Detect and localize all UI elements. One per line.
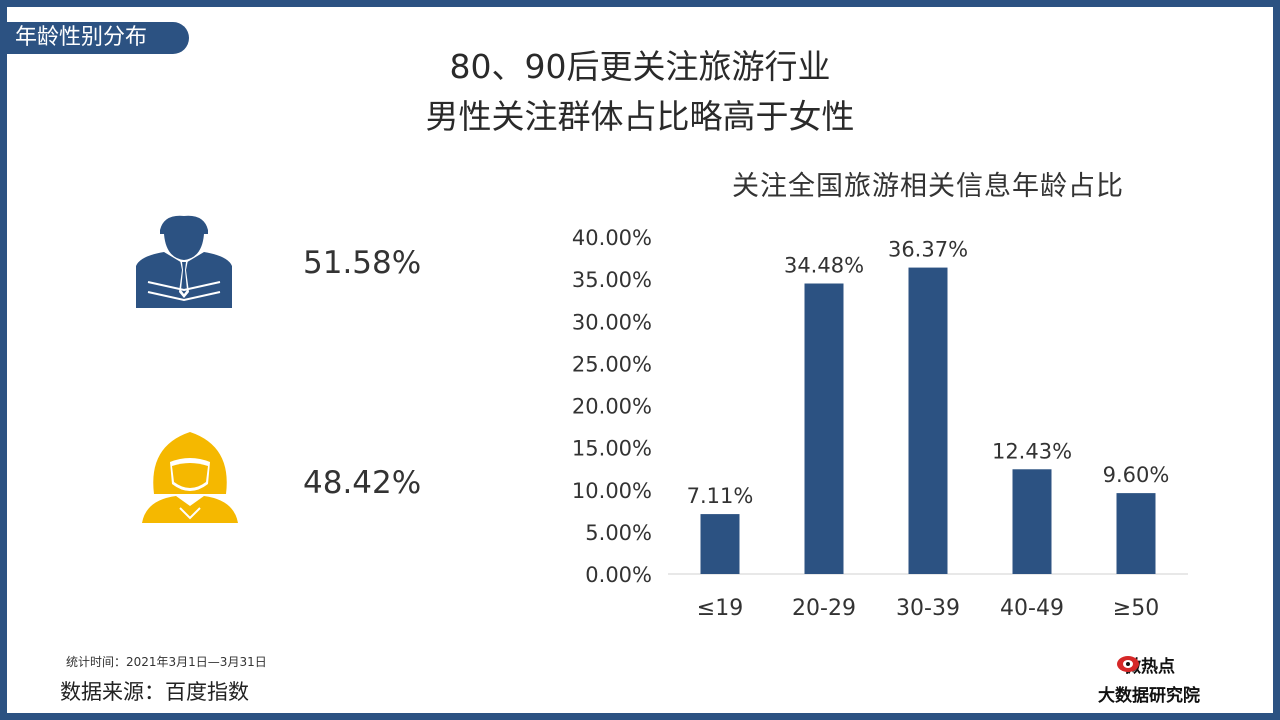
- y-tick-label: 30.00%: [572, 310, 652, 334]
- brand-subtitle: 大数据研究院: [1098, 686, 1200, 706]
- y-tick-label: 40.00%: [572, 226, 652, 250]
- age-distribution-bar-chart: 0.00% 5.00% 10.00% 15.00% 20.00% 25.00% 30.00%…: [572, 226, 1188, 621]
- bar-30-39: [908, 267, 948, 574]
- male-percentage: 51.58%: [303, 245, 422, 281]
- x-tick-label: 40-49: [1000, 596, 1064, 621]
- y-tick-label: 25.00%: [572, 352, 652, 376]
- y-tick-label: 10.00%: [572, 479, 652, 503]
- bar-40-49: [1012, 469, 1052, 574]
- bar-20-29: [804, 283, 844, 574]
- headline-line-2: 男性关注群体占比略高于女性: [425, 97, 855, 136]
- male-person-icon: [136, 215, 232, 308]
- data-label: 12.43%: [992, 439, 1072, 463]
- female-percentage: 48.42%: [303, 465, 422, 501]
- bar-≥50: [1116, 493, 1156, 574]
- data-label: 9.60%: [1103, 463, 1170, 487]
- headline-line-1: 80、90后更关注旅游行业: [449, 47, 831, 86]
- statistics-period: 统计时间：2021年3月1日—3月31日: [66, 655, 267, 669]
- y-tick-label: 20.00%: [572, 395, 652, 419]
- data-label: 34.48%: [784, 254, 864, 278]
- bar-≤19: [700, 514, 740, 574]
- y-tick-label: 5.00%: [585, 521, 652, 545]
- section-tab: 年龄性别分布: [7, 22, 189, 54]
- chart-title: 关注全国旅游相关信息年龄占比: [732, 171, 1124, 202]
- x-tick-label: 30-39: [896, 596, 960, 621]
- data-source: 数据来源：百度指数: [60, 680, 249, 704]
- y-tick-label: 0.00%: [585, 563, 652, 587]
- y-tick-label: 15.00%: [572, 437, 652, 461]
- x-tick-label: ≤19: [697, 596, 743, 621]
- data-label: 7.11%: [687, 484, 754, 508]
- x-tick-label: ≥50: [1113, 596, 1159, 621]
- female-person-icon: [142, 432, 238, 523]
- data-label: 36.37%: [888, 238, 968, 262]
- weibo-eye-icon: [1117, 656, 1139, 672]
- y-tick-label: 35.00%: [572, 268, 652, 292]
- x-tick-label: 20-29: [792, 596, 856, 621]
- brand-logo: 微热点 大数据研究院: [1098, 652, 1238, 706]
